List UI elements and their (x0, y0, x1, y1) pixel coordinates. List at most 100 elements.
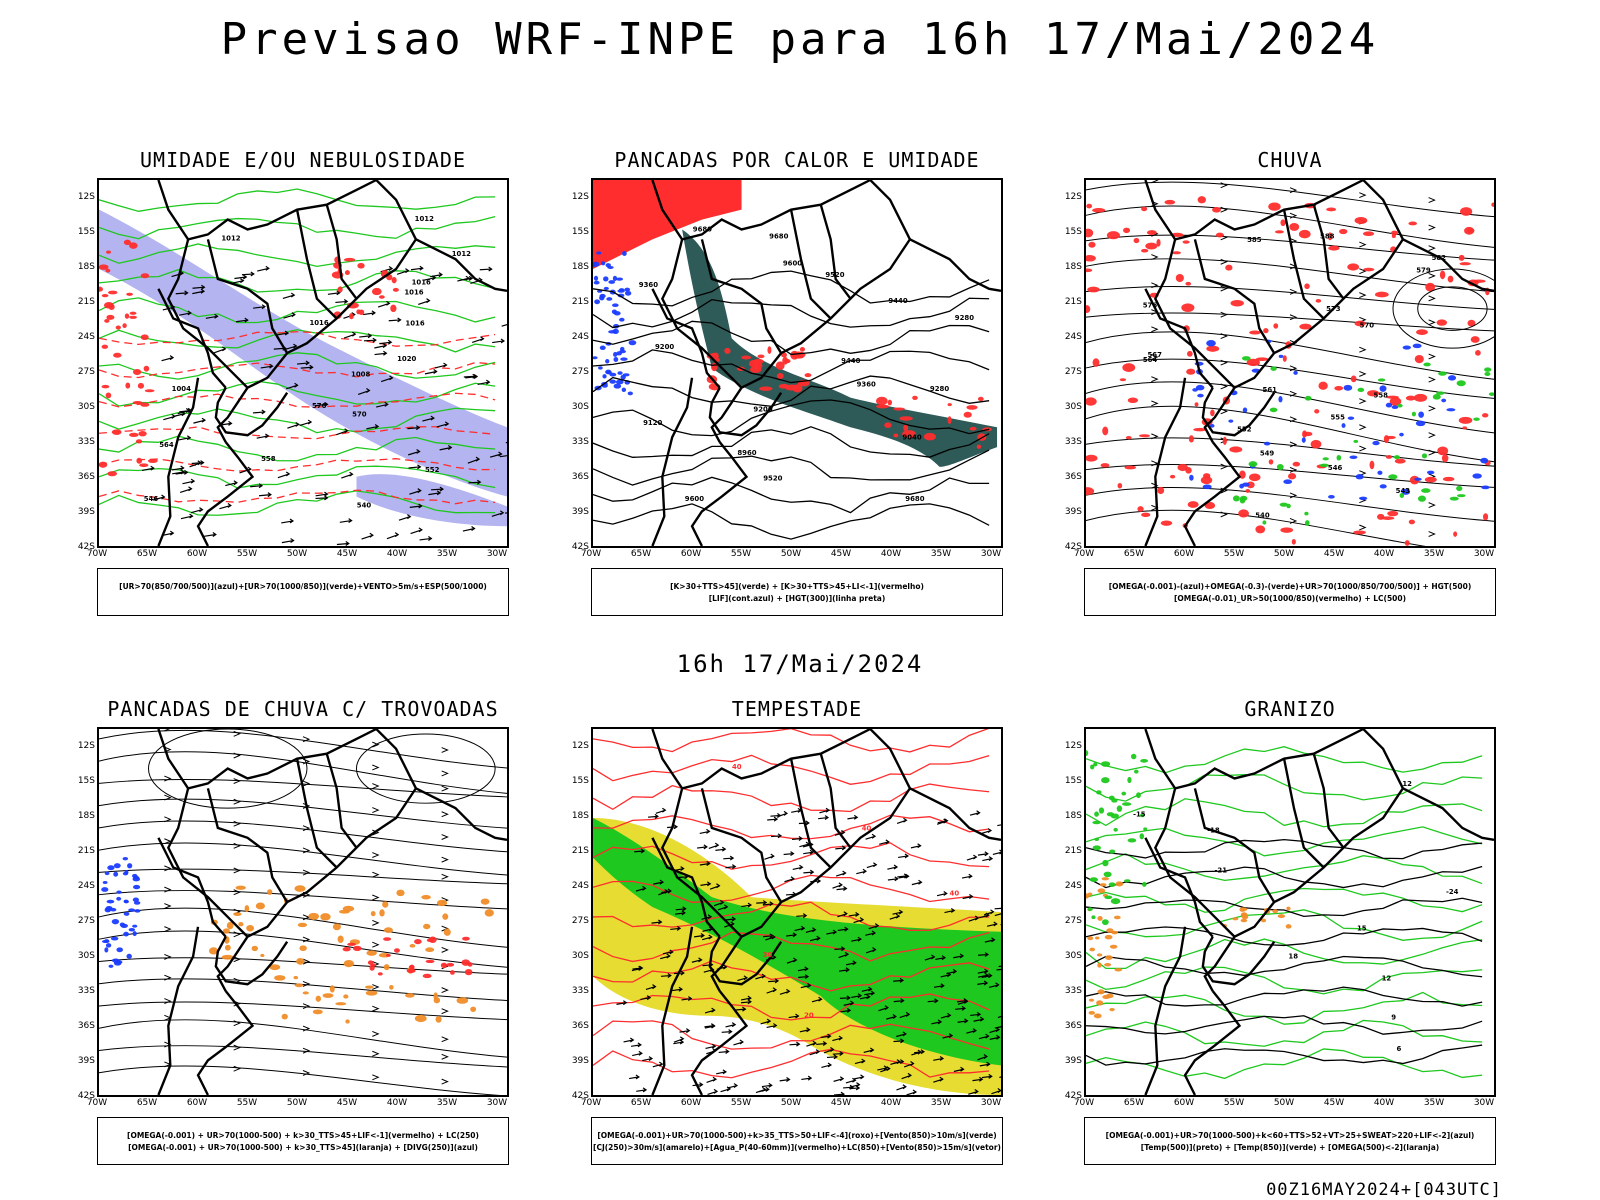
lat-tick-label: 15S (1064, 776, 1082, 786)
lon-tick-label: 40W (386, 549, 408, 559)
lon-tick-label: 60W (1173, 1098, 1195, 1108)
lat-tick-label: 30S (77, 402, 95, 412)
lon-tick-label: 70W (580, 549, 602, 559)
lat-tick-label: 15S (77, 776, 95, 786)
lat-tick-label: 36S (1064, 472, 1082, 482)
lon-tick-label: 60W (186, 1098, 208, 1108)
lat-tick-label: 42S (1064, 542, 1082, 552)
panel-title: CHUVA (1257, 148, 1323, 172)
lat-tick-label: 30S (1064, 402, 1082, 412)
caption-line: [OMEGA(-0.001)+UR>70(1000-500)+k>35_TTS>… (597, 1131, 997, 1140)
contour-label: 567 (1147, 351, 1162, 359)
contour-label: 1004 (172, 385, 191, 393)
caption-line: [K>30+TTS>45](verde) + [K>30+TTS>45+LI<-… (670, 582, 924, 591)
lon-tick-label: 35W (1423, 549, 1445, 559)
lat-tick-label: 42S (77, 542, 95, 552)
lat-tick-label: 36S (77, 472, 95, 482)
caption-line: [OMEGA(-0.001)+UR>70(1000-500)+k<60+TTS>… (1105, 1131, 1475, 1140)
lat-tick-label: 33S (1064, 437, 1082, 447)
contour-label: 9680 (693, 226, 712, 234)
lat-tick-label: 27S (571, 916, 589, 926)
contour-label: 9440 (841, 357, 860, 365)
lon-tick-label: 30W (980, 1098, 1002, 1108)
lon-tick-label: 45W (830, 549, 852, 559)
contour-label: 9280 (930, 385, 949, 393)
lat-tick-label: 42S (77, 1091, 95, 1101)
lat-tick-label: 12S (77, 741, 95, 751)
lon-tick-label: 35W (436, 549, 458, 559)
lat-tick-label: 24S (77, 332, 95, 342)
lat-tick-label: 33S (1064, 986, 1082, 996)
contour-label: -21 (1215, 866, 1228, 874)
contour-label: 9 (1391, 1014, 1396, 1022)
main-title: Previsao WRF-INPE para 16h 17/Mai/2024 (220, 14, 1380, 65)
lat-tick-label: 18S (571, 811, 589, 821)
panel-legend-caption: [UR>70(850/700/500)](azul)+[UR>70(1000/8… (97, 568, 509, 616)
lat-tick-label: 18S (77, 811, 95, 821)
lat-tick-label: 27S (571, 367, 589, 377)
lat-tick-label: 39S (1064, 507, 1082, 517)
contour-label: 1016 (412, 279, 431, 287)
lat-tick-label: 39S (77, 507, 95, 517)
lon-tick-label: 60W (1173, 549, 1195, 559)
forecast-map (97, 727, 509, 1097)
lon-tick-label: 45W (336, 1098, 358, 1108)
contour-label: 9520 (763, 474, 782, 482)
contour-label: 558 (1374, 391, 1389, 399)
contour-label: 9600 (783, 259, 802, 267)
contour-label: 582 (1432, 254, 1447, 262)
lat-tick-label: 30S (1064, 951, 1082, 961)
panel-legend-caption: [OMEGA(-0.001)+UR>70(1000-500)+k>35_TTS>… (591, 1117, 1003, 1165)
contour-label: 576 (1143, 301, 1158, 309)
forecast-map: 1012 1012 1012 1016 1016 1016 1016 1020 1008 1004… (97, 178, 509, 548)
lon-tick-label: 55W (1223, 549, 1245, 559)
lat-tick-label: 39S (1064, 1056, 1082, 1066)
contour-label: 1008 (351, 370, 370, 378)
contour-label: 9200 (655, 343, 674, 351)
lat-tick-label: 21S (1064, 846, 1082, 856)
lon-tick-label: 50W (780, 549, 802, 559)
contour-label: 1016 (405, 320, 424, 328)
lat-tick-label: 24S (571, 881, 589, 891)
lat-tick-label: 27S (1064, 916, 1082, 926)
lon-tick-label: 70W (1073, 1098, 1095, 1108)
map-graphic (99, 729, 507, 1095)
contour-label: 9680 (905, 495, 924, 503)
lat-tick-label: 30S (77, 951, 95, 961)
lat-tick-label: 12S (77, 192, 95, 202)
lon-tick-label: 40W (1373, 549, 1395, 559)
lon-tick-label: 35W (930, 1098, 952, 1108)
contour-label: -12 (1399, 780, 1412, 788)
footer-timestamp: 00Z16MAY2024+[043UTC] (1266, 1180, 1502, 1200)
lon-tick-label: 55W (1223, 1098, 1245, 1108)
contour-label: 12 (1382, 974, 1392, 982)
lon-tick-label: 65W (136, 1098, 158, 1108)
forecast-map: 9680 9680 9600 9520 9360 9440 9280 9200 9440 9360… (591, 178, 1003, 548)
lat-tick-label: 24S (571, 332, 589, 342)
contour-label: 9440 (888, 297, 907, 305)
caption-line: [OMEGA(-0.01)_UR>50(1000/850)(vermelho) … (1173, 594, 1407, 603)
contour-label: 558 (261, 455, 276, 463)
panel-legend-caption: [OMEGA(-0.001) + UR>70(1000-500) + k>30_… (97, 1117, 509, 1165)
lon-tick-label: 45W (830, 1098, 852, 1108)
lat-tick-label: 24S (1064, 881, 1082, 891)
contour-label: 546 (144, 495, 159, 503)
lat-tick-label: 39S (77, 1056, 95, 1066)
lon-tick-label: 30W (486, 1098, 508, 1108)
lat-tick-label: 18S (1064, 262, 1082, 272)
panel-title: UMIDADE E/OU NEBULOSIDADE (139, 148, 467, 172)
lon-tick-label: 50W (1273, 549, 1295, 559)
lon-tick-label: 50W (286, 549, 308, 559)
contour-label: 546 (1328, 464, 1343, 472)
contour-label: 1016 (309, 319, 328, 327)
contour-label: 555 (1330, 413, 1345, 421)
panel-title: GRANIZO (1244, 697, 1336, 721)
panel-legend-caption: [K>30+TTS>45](verde) + [K>30+TTS>45+LI<-… (591, 568, 1003, 616)
lat-tick-label: 42S (571, 542, 589, 552)
lat-tick-label: 24S (77, 881, 95, 891)
panel-title: PANCADAS POR CALOR E UMIDADE (614, 148, 980, 172)
lat-tick-label: 21S (571, 297, 589, 307)
forecast-map: 40 40 40 30 20 (591, 727, 1003, 1097)
contour-label: 1016 (404, 288, 423, 296)
caption-line: [OMEGA(-0.001) + UR>70(1000-500) + k>30_… (127, 1131, 479, 1140)
